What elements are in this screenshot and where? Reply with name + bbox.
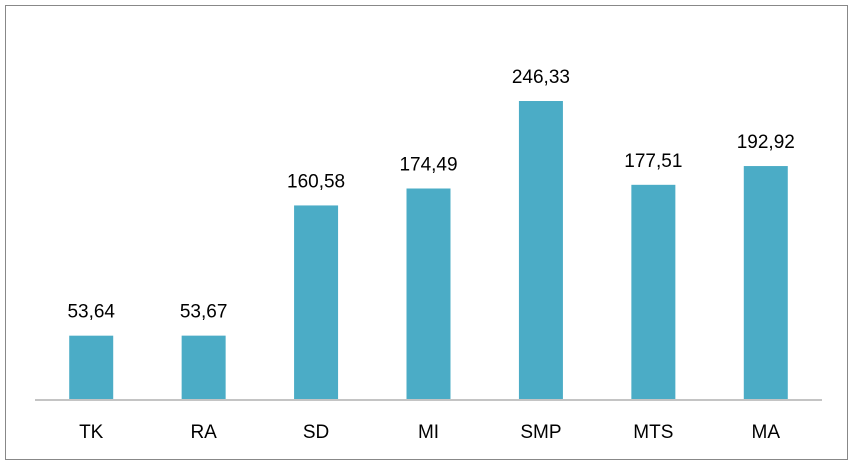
value-label: 246,33	[512, 67, 570, 88]
bar	[630, 184, 676, 400]
x-tick-label: TK	[79, 422, 104, 443]
x-tick-label: MA	[752, 422, 781, 443]
bar	[743, 165, 789, 400]
x-tick-label: MI	[418, 422, 439, 443]
x-tick-label: SMP	[520, 422, 561, 443]
value-label: 53,64	[67, 302, 115, 323]
bar	[293, 204, 339, 400]
value-label: 177,51	[624, 151, 682, 172]
value-label: 174,49	[399, 155, 457, 176]
x-tick-label: SD	[303, 422, 329, 443]
x-tick-label: MTS	[633, 422, 673, 443]
bar	[181, 335, 227, 400]
chart: 53,64 TK 53,67 RA 160,58 SD 174,49 MI 246,33 SMP 1…	[0, 0, 853, 465]
bar	[68, 335, 114, 400]
value-label: 53,67	[180, 302, 228, 323]
value-label: 160,58	[287, 171, 345, 192]
bar	[518, 100, 564, 400]
value-label: 192,92	[737, 132, 795, 153]
bar	[406, 187, 452, 400]
x-tick-label: RA	[190, 422, 217, 443]
